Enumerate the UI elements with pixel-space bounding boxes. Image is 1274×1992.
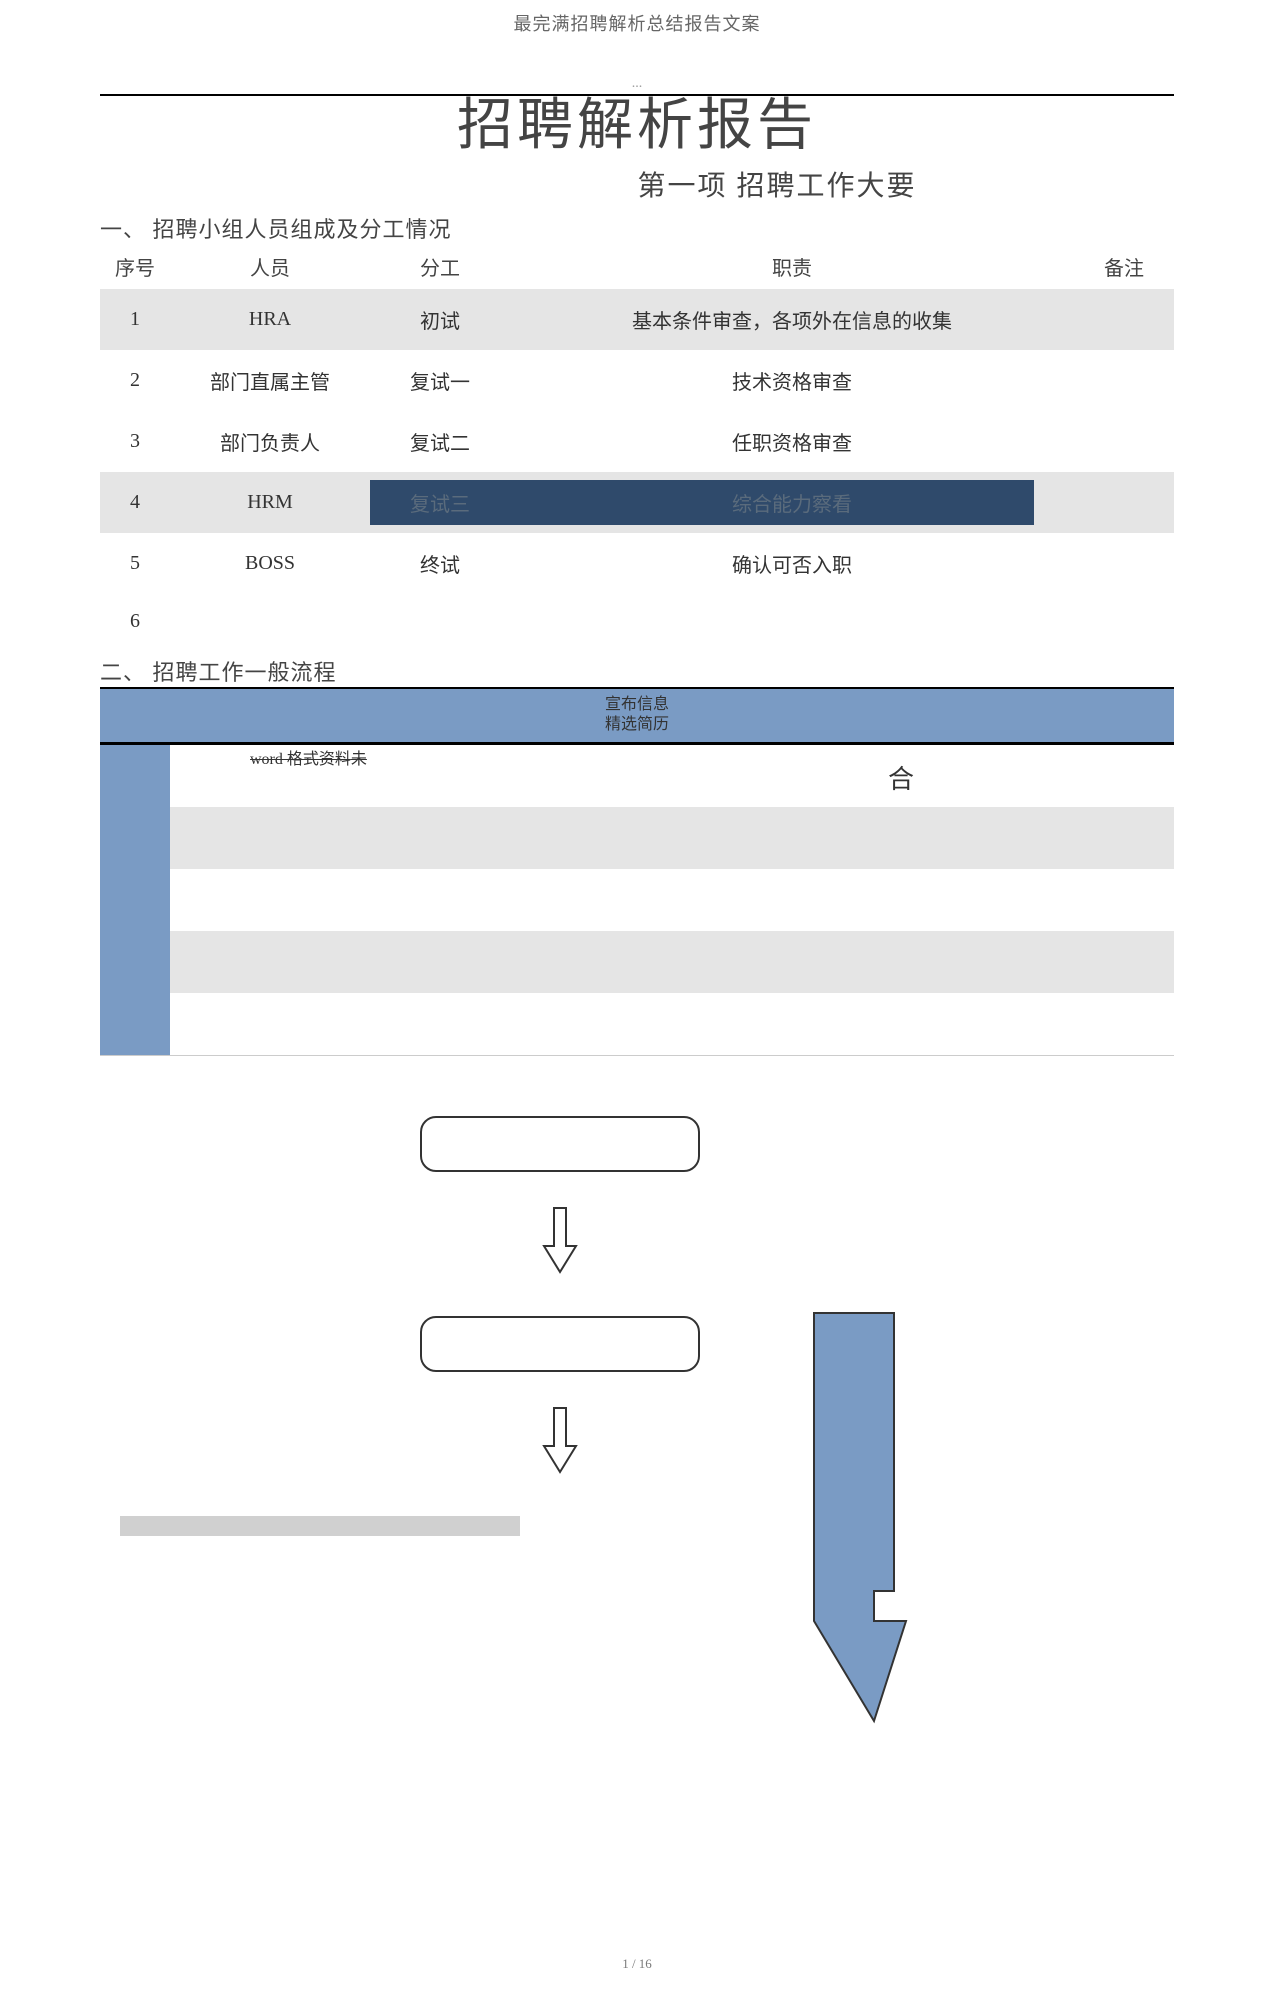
cell-role: 复试三	[370, 472, 510, 533]
cell-seq: 4	[100, 472, 170, 533]
ellipsis: ...	[100, 76, 1174, 92]
flow-left-3	[100, 869, 170, 931]
flow-left-2	[100, 807, 170, 869]
section1-heading: 一、 招聘小组人员组成及分工情况	[100, 212, 1174, 244]
down-arrow-icon	[540, 1406, 580, 1476]
flowchart-area	[100, 1116, 1174, 1936]
gray-bar	[120, 1516, 520, 1536]
flow-grid: word 格式资料未 合	[100, 745, 1174, 1056]
cell-duty: 技术资格审查	[510, 350, 1074, 411]
col-duty: 职责	[510, 244, 1074, 289]
flow-left-4	[100, 931, 170, 993]
cell-note	[1074, 533, 1174, 594]
cell-person: 部门负责人	[170, 411, 370, 472]
blue-side-shape	[804, 1311, 924, 1731]
cell-note	[1074, 289, 1174, 350]
flow-right-2	[170, 807, 1174, 869]
cell-role: 复试一	[370, 350, 510, 411]
flow-banner: 宣布信息 精选简历	[100, 687, 1174, 746]
col-person: 人员	[170, 244, 370, 289]
flow-right-1: word 格式资料未 合	[170, 745, 1174, 807]
cell-person	[170, 594, 370, 649]
flow-right-5	[170, 993, 1174, 1055]
page-footer: 1 / 16	[0, 1956, 1274, 1992]
content-area: ... 招聘解析报告 第一项 招聘工作大要 一、 招聘小组人员组成及分工情况 序…	[0, 76, 1274, 1936]
cell-duty: 任职资格审查	[510, 411, 1074, 472]
cell-duty: 确认可否入职	[510, 533, 1074, 594]
table-row: 2部门直属主管复试一技术资格审查	[100, 350, 1174, 411]
cell-role: 复试二	[370, 411, 510, 472]
table-row: 6	[100, 594, 1174, 649]
table-row: 3部门负责人复试二任职资格审查	[100, 411, 1174, 472]
cell-note	[1074, 594, 1174, 649]
flow-right-3	[170, 869, 1174, 931]
flow-banner-line2: 精选简历	[100, 715, 1174, 736]
col-seq: 序号	[100, 244, 170, 289]
col-note: 备注	[1074, 244, 1174, 289]
cell-text: 综合能力察看	[732, 494, 852, 516]
doc-header: 最完满招聘解析总结报告文案	[0, 0, 1274, 76]
cell-role: 初试	[370, 289, 510, 350]
cell-role: 终试	[370, 533, 510, 594]
flow-box-2	[420, 1316, 700, 1372]
main-title: 招聘解析报告	[100, 96, 1174, 158]
cell-duty: 综合能力察看	[510, 472, 1074, 533]
cell-duty	[510, 594, 1074, 649]
cell-note	[1074, 411, 1174, 472]
table-row: 1HRA初试基本条件审查，各项外在信息的收集	[100, 289, 1174, 350]
cell-note	[1074, 350, 1174, 411]
cell-seq: 6	[100, 594, 170, 649]
word-format-note: word 格式资料未	[250, 745, 367, 769]
col-role: 分工	[370, 244, 510, 289]
flow-box-1	[420, 1116, 700, 1172]
cell-seq: 1	[100, 289, 170, 350]
cell-person: 部门直属主管	[170, 350, 370, 411]
cell-person: HRA	[170, 289, 370, 350]
cell-seq: 2	[100, 350, 170, 411]
cell-note	[1074, 472, 1174, 533]
cell-person: BOSS	[170, 533, 370, 594]
section-title: 第一项 招聘工作大要	[100, 164, 1174, 204]
team-table: 序号 人员 分工 职责 备注 1HRA初试基本条件审查，各项外在信息的收集2部门…	[100, 244, 1174, 649]
cell-person: HRM	[170, 472, 370, 533]
flow-left-5	[100, 993, 170, 1055]
team-table-wrap: 序号 人员 分工 职责 备注 1HRA初试基本条件审查，各项外在信息的收集2部门…	[100, 244, 1174, 649]
he-char: 合	[888, 759, 914, 796]
down-arrow-icon	[540, 1206, 580, 1276]
cell-duty: 基本条件审查，各项外在信息的收集	[510, 289, 1074, 350]
table-row: 5BOSS终试确认可否入职	[100, 533, 1174, 594]
cell-seq: 5	[100, 533, 170, 594]
flow-right-4	[170, 931, 1174, 993]
cell-seq: 3	[100, 411, 170, 472]
flow-banner-line1: 宣布信息	[100, 695, 1174, 716]
section2-heading: 二、 招聘工作一般流程	[100, 655, 1174, 687]
cell-role	[370, 594, 510, 649]
flow-left-1	[100, 745, 170, 807]
table-row: 4HRM 复试三 综合能力察看	[100, 472, 1174, 533]
cell-text: 复试三	[410, 494, 470, 516]
